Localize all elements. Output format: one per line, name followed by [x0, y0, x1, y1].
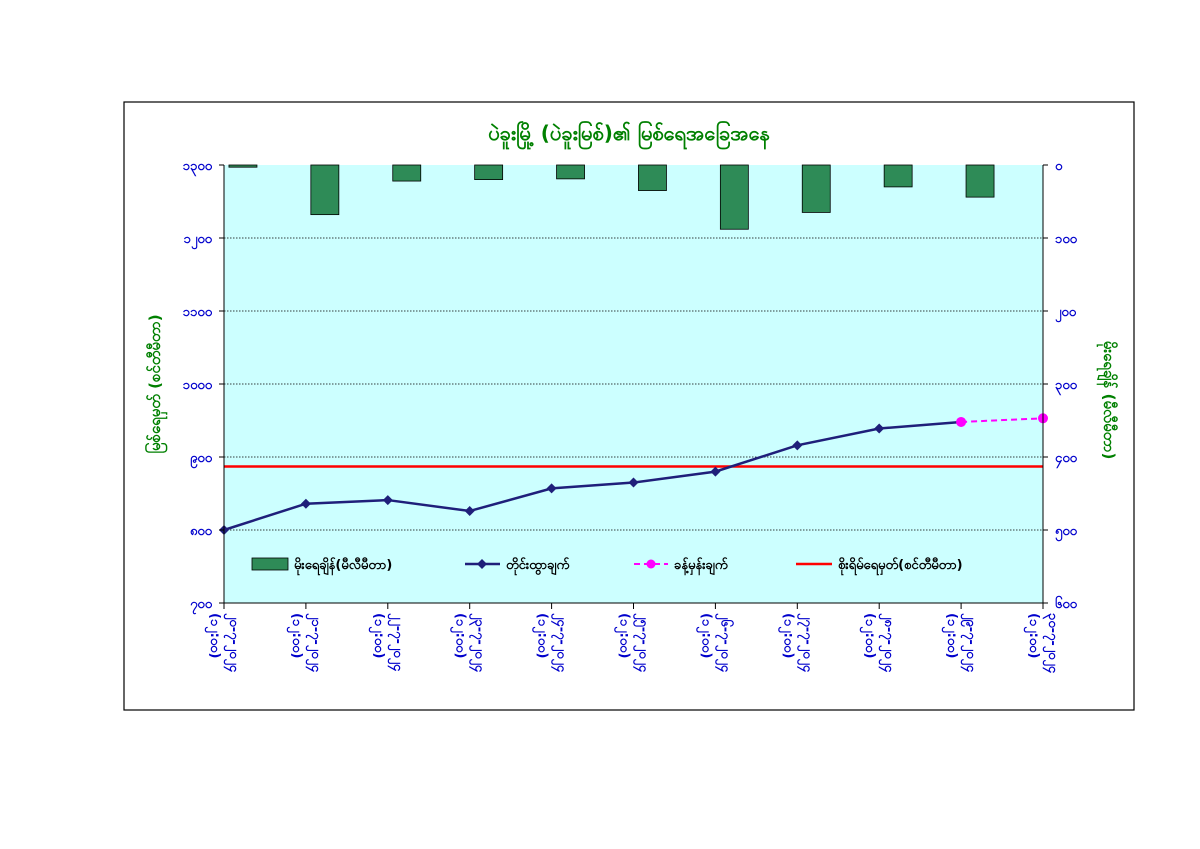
x-tick-label-date: ၂၆-၇-၂၀၂၄: [714, 613, 734, 673]
x-tick-label-date: ၂၉-၇-၂၀၂၄: [960, 613, 978, 673]
x-tick-label-date: ၂၂-၇-၂၀၂၄: [387, 613, 405, 672]
rainfall-bar: [719, 164, 749, 230]
rainfall-bar: [228, 164, 258, 168]
right-tick-label: ၂၀၀: [1055, 305, 1077, 323]
right-tick-label: ၅၀၀: [1055, 524, 1078, 542]
observed-point: [382, 495, 393, 506]
x-tick-label-time: (၁၂:၀၀): [450, 613, 468, 658]
rainfall-bar: [801, 164, 831, 213]
x-tick-label-date: ၂၅-၇-၂၀၂၄: [633, 613, 651, 673]
x-tick-label-time: (၁၂:၀၀): [368, 613, 386, 658]
axes: [219, 164, 1048, 609]
left-tick-label: ၁၁၀၀: [183, 305, 213, 320]
rainfall-bar: [883, 164, 913, 188]
observed-point: [874, 423, 885, 434]
left-tick-label: ၁၂၀၀: [184, 232, 213, 250]
x-tick-label-date: ၂၀-၇-၂၀၂၄: [223, 613, 241, 673]
x-tick-label-date: ၂၃-၇-၂၀၂၄: [469, 613, 487, 673]
x-tick-label-date: ၂၁-၇-၂၀၂၄: [305, 613, 323, 673]
legend-marker-observed: [477, 559, 487, 569]
observed-point: [628, 477, 639, 488]
right-tick-label: ၆၀၀: [1055, 595, 1078, 612]
observed-point: [464, 506, 475, 517]
x-tick-label-time: (၁၂:၀၀): [777, 613, 795, 658]
x-tick-label-time: (၁၂:၀၀): [614, 613, 632, 658]
legend-swatch-rainfall: [251, 557, 289, 571]
x-axis-ticks: ၂၀-၇-၂၀၂၄(၁၂:၀၀) ၂၁-၇-၂၀၂၄(၁၂:၀၀) ၂၂-၇-၂၀၂…: [204, 613, 1060, 674]
legend-marker-forecast: [646, 559, 656, 569]
x-tick-label-date: ၃၀-၇-၂၀၂၄: [1042, 613, 1060, 674]
gridlines: [224, 237, 1043, 531]
rainfall-bar: [638, 164, 667, 191]
x-tick-label-time: (၁၂:၀၀): [859, 613, 877, 658]
legend: မိုးရေချိန်(မီလီမီတာ) တိုင်းထွာချက် ခန့်မှ…: [251, 556, 963, 576]
x-tick-label-date: ၂၄-၇-၂၀၂၄: [551, 613, 569, 673]
legend-label-observed: တိုင်းထွာချက်: [506, 556, 569, 576]
legend-label-rainfall: မိုးရေချိန်(မီလီမီတာ): [294, 556, 392, 576]
rainfall-bars: [228, 164, 995, 230]
rainfall-bar: [556, 164, 585, 180]
right-tick-label: ၁၀၀: [1055, 232, 1078, 247]
x-tick-label-time: (၁၂:၀၀): [532, 613, 550, 658]
right-tick-label: ၀: [1055, 159, 1063, 174]
left-tick-label: ၁၃၀၀: [183, 159, 213, 177]
x-tick-label-time: (၁၂:၀၀): [286, 613, 304, 658]
x-tick-label-time: (၁၂:၀၀): [1023, 613, 1041, 658]
rainfall-bar: [392, 164, 422, 182]
data-lines: [219, 413, 1048, 535]
x-tick-label-time: (၁၂:၀၀): [695, 613, 713, 658]
observed-point: [546, 483, 557, 494]
left-tick-label: ၈၀၀: [190, 524, 213, 539]
rainfall-bar: [310, 164, 340, 216]
y-axis-title-right: မိုးရေချိန် (မီလီမီတာ): [1096, 341, 1119, 460]
left-tick-label: ၉၀၀: [190, 451, 213, 469]
right-tick-label: ၄၀၀: [1055, 451, 1078, 469]
observed-series-line: [223, 420, 962, 532]
right-tick-label: ၃၀၀: [1055, 378, 1078, 396]
left-tick-label: ၁၀၀၀: [183, 378, 213, 393]
legend-label-threshold: စိုးရိမ်ရေမှတ်(စင်တီမီတာ): [838, 556, 963, 576]
x-tick-label-date: ၂၈-၇-၂၀၂၄: [878, 613, 896, 673]
x-tick-label-date: ၂၇-၇-၂၀၂၄: [796, 613, 814, 673]
rainfall-bar: [965, 164, 995, 198]
x-tick-label-time: (၁၂:၀၀): [204, 613, 222, 658]
forecast-series-line: [961, 417, 1044, 423]
left-tick-label: ၇၀၀: [190, 597, 213, 615]
forecast-point: [956, 416, 967, 427]
legend-label-forecast: ခန့်မှန်းချက်: [674, 556, 728, 576]
observed-point: [792, 440, 803, 451]
rainfall-bar: [474, 164, 504, 180]
observed-point: [710, 466, 721, 477]
observed-point: [300, 498, 311, 509]
x-tick-label-time: (၁၂:၀၀): [941, 613, 959, 658]
